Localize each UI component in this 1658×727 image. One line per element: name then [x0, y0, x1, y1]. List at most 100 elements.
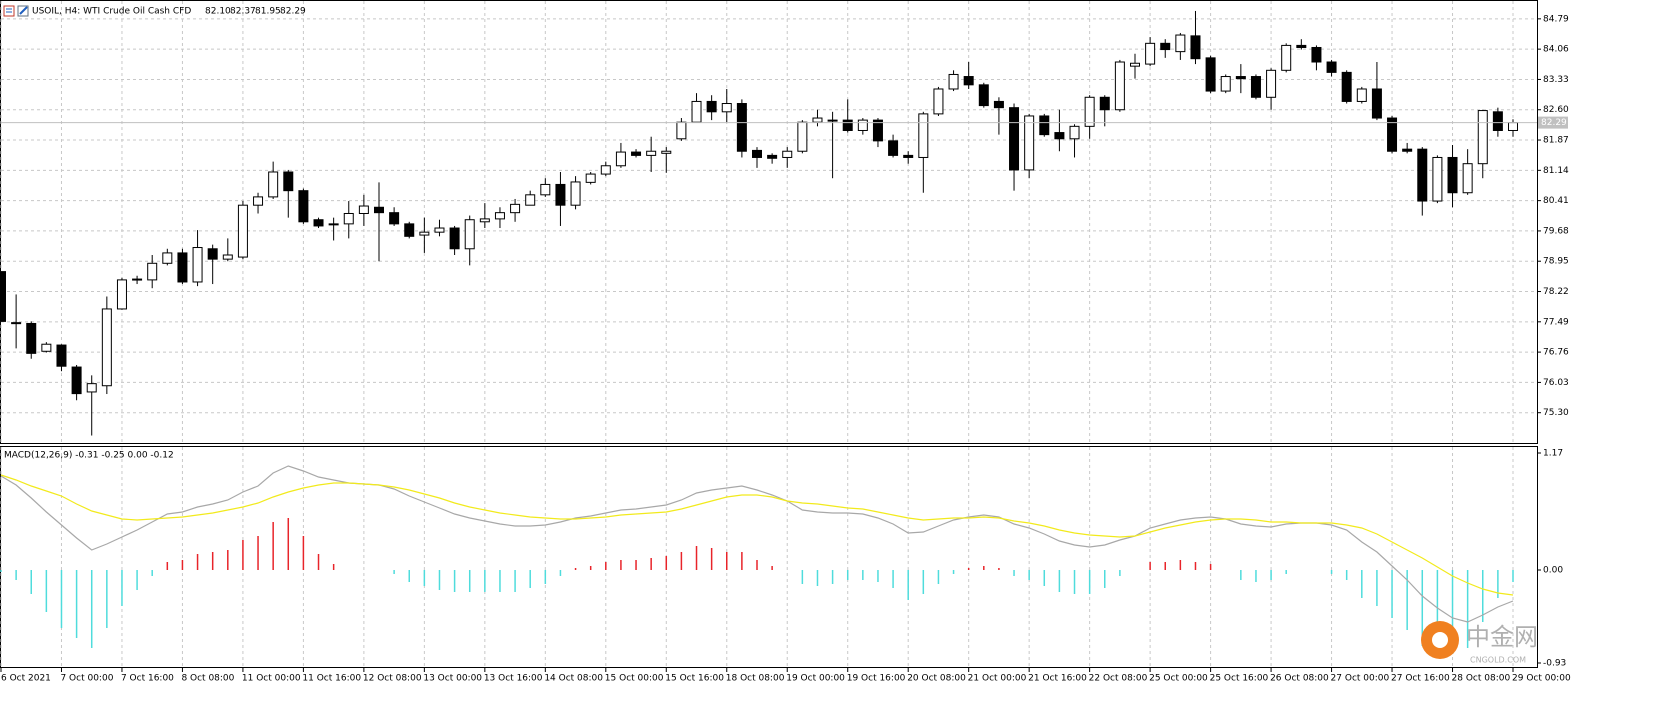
candle-body — [1160, 42, 1171, 51]
x-tick-label: 8 Oct 08:00 — [181, 674, 234, 684]
candle-body — [918, 113, 929, 158]
y-tick-label: 75.30 — [1543, 408, 1569, 418]
candle-body — [419, 231, 430, 236]
candle-body — [736, 103, 747, 152]
main-panel — [0, 0, 1538, 444]
candle-body — [1356, 88, 1367, 102]
candle-body — [0, 271, 6, 322]
candle-body — [313, 219, 324, 227]
y-tick-label: 1.17 — [1543, 449, 1563, 459]
y-tick-label: 84.79 — [1543, 14, 1569, 24]
x-tick-label: 25 Oct 00:00 — [1149, 674, 1208, 684]
watermark-brand: 中金网 — [1466, 623, 1538, 651]
candle-body — [464, 219, 475, 250]
candle-body — [1326, 61, 1337, 73]
x-tick-label: 13 Oct 00:00 — [423, 674, 482, 684]
candle-body — [177, 252, 188, 283]
candle-body — [253, 196, 264, 206]
candle-body — [358, 205, 369, 214]
y-tick-label: 82.60 — [1543, 105, 1569, 115]
candle-body — [540, 183, 551, 196]
candle-body — [449, 227, 460, 250]
candle-body — [162, 252, 173, 264]
candle-body — [1296, 44, 1307, 48]
candle-body — [1039, 115, 1050, 136]
candle-body — [192, 247, 203, 283]
macd-title: MACD(12,26,9) -0.31 -0.25 0.00 -0.12 — [4, 451, 174, 461]
last-price-box — [1538, 116, 1568, 129]
y-tick-label: 78.95 — [1543, 257, 1569, 267]
candle-body — [71, 366, 82, 395]
watermark-logo-inner — [1432, 632, 1448, 648]
header-value: 82.29 — [280, 7, 306, 17]
candle-body — [1114, 61, 1125, 111]
candle-body — [1341, 71, 1352, 102]
y-tick-label: 80.41 — [1543, 196, 1569, 206]
x-tick-label: 27 Oct 00:00 — [1331, 674, 1390, 684]
candle-body — [525, 194, 536, 206]
candle-body — [993, 100, 1004, 109]
candle-body — [1371, 88, 1382, 119]
candle-body — [479, 218, 490, 223]
candle-body — [86, 383, 97, 393]
x-tick-label: 19 Oct 00:00 — [786, 674, 845, 684]
candle-body — [676, 121, 687, 140]
candle-body — [41, 343, 52, 352]
candle-body — [585, 173, 596, 183]
candle-body — [827, 119, 838, 122]
symbol-title: USOIL, H4: WTI Crude Oil Cash CFD — [32, 7, 191, 17]
x-tick-label: 11 Oct 00:00 — [242, 674, 301, 684]
candle-body — [691, 100, 702, 123]
candle-body — [782, 150, 793, 158]
x-tick-label: 11 Oct 16:00 — [302, 674, 361, 684]
candle-body — [903, 154, 914, 158]
candle-body — [1145, 42, 1156, 65]
candle-body — [11, 322, 22, 325]
candle-body — [600, 165, 611, 175]
candle-body — [631, 151, 642, 156]
candle-body — [26, 322, 37, 354]
menu-icon[interactable] — [3, 5, 15, 17]
y-tick-label: -0.93 — [1543, 659, 1566, 669]
candle-body — [1235, 76, 1246, 80]
candle-body — [283, 171, 294, 192]
candle-body — [1281, 44, 1292, 71]
candle-body — [555, 183, 566, 206]
candle-body — [752, 149, 762, 158]
candle-body — [132, 278, 143, 281]
candle-body — [1447, 156, 1458, 194]
x-tick-label: 7 Oct 00:00 — [60, 674, 113, 684]
candle-body — [615, 151, 626, 167]
candle-body — [510, 203, 521, 214]
candle-body — [1311, 46, 1322, 63]
candle-body — [948, 73, 959, 90]
y-tick-label: 81.87 — [1543, 136, 1569, 146]
candle-body — [767, 154, 778, 159]
candle-body — [268, 171, 279, 198]
candle-body — [1250, 76, 1261, 98]
candle-body — [494, 212, 505, 220]
x-tick-label: 20 Oct 08:00 — [907, 674, 966, 684]
candle-body — [1220, 76, 1231, 92]
y-tick-label: 0.00 — [1543, 566, 1563, 576]
candle-body — [812, 117, 823, 123]
candle-body — [963, 76, 974, 86]
candle-body — [1084, 96, 1095, 127]
candle-body — [328, 223, 339, 226]
candle-body — [389, 212, 400, 225]
candle-body — [1099, 96, 1110, 111]
macd-panel — [0, 446, 1538, 668]
x-tick-label: 25 Oct 16:00 — [1210, 674, 1269, 684]
candle-body — [1130, 62, 1140, 67]
candle-body — [888, 140, 899, 156]
candle-body — [1190, 35, 1201, 60]
y-tick-label: 79.68 — [1543, 226, 1569, 236]
candle-body — [706, 100, 717, 113]
candle-body — [404, 223, 415, 237]
candle-body — [343, 212, 354, 225]
edit-icon-line — [19, 6, 28, 15]
x-tick-label: 19 Oct 16:00 — [847, 674, 906, 684]
x-tick-label: 26 Oct 08:00 — [1270, 674, 1329, 684]
y-tick-label: 76.03 — [1543, 378, 1569, 388]
header-value: 81.95 — [255, 7, 281, 17]
